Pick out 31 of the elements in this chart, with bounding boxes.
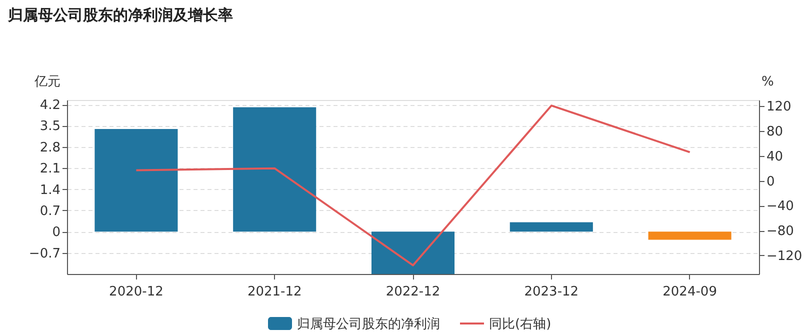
y2-tick-label: 40 xyxy=(766,149,784,164)
y-tick-label: −0.7 xyxy=(28,246,60,262)
y-tick-label: 1.4 xyxy=(40,182,60,198)
x-tick-label: 2021-12 xyxy=(247,284,302,300)
bar xyxy=(510,222,593,232)
bar xyxy=(94,129,178,232)
y-tick-label: 0.7 xyxy=(40,204,60,219)
chart-title: 归属母公司股东的净利润及增长率 xyxy=(7,6,233,24)
line-series xyxy=(135,104,691,266)
y2-tick-label: 0 xyxy=(766,174,775,190)
y2-tick-label: −40 xyxy=(766,199,794,214)
y-tick-label: 2.8 xyxy=(40,140,60,156)
legend-label: 归属母公司股东的净利润 xyxy=(297,317,440,332)
x-tick-label: 2024-09 xyxy=(662,284,717,300)
y2-tick-label: −120 xyxy=(766,248,802,264)
y-axis-title: 亿元 xyxy=(34,74,60,90)
bar xyxy=(233,107,316,232)
y-tick-label: 0 xyxy=(52,225,60,240)
y2-axis-title: % xyxy=(762,74,774,90)
legend-label: 同比(右轴) xyxy=(489,317,552,332)
x-tick-label: 2022-12 xyxy=(386,284,440,300)
y2-tick-label: −80 xyxy=(766,224,794,239)
y-tick-label: 2.1 xyxy=(40,162,60,177)
y-tick-label: 3.5 xyxy=(40,119,60,134)
y2-tick-label: 120 xyxy=(766,100,792,115)
bar xyxy=(648,232,732,240)
y-tick-label: 4.2 xyxy=(40,98,60,114)
y2-tick-label: 80 xyxy=(766,124,784,140)
x-tick-label: 2023-12 xyxy=(524,284,579,300)
x-tick-label: 2020-12 xyxy=(109,284,164,300)
bar xyxy=(371,232,455,274)
